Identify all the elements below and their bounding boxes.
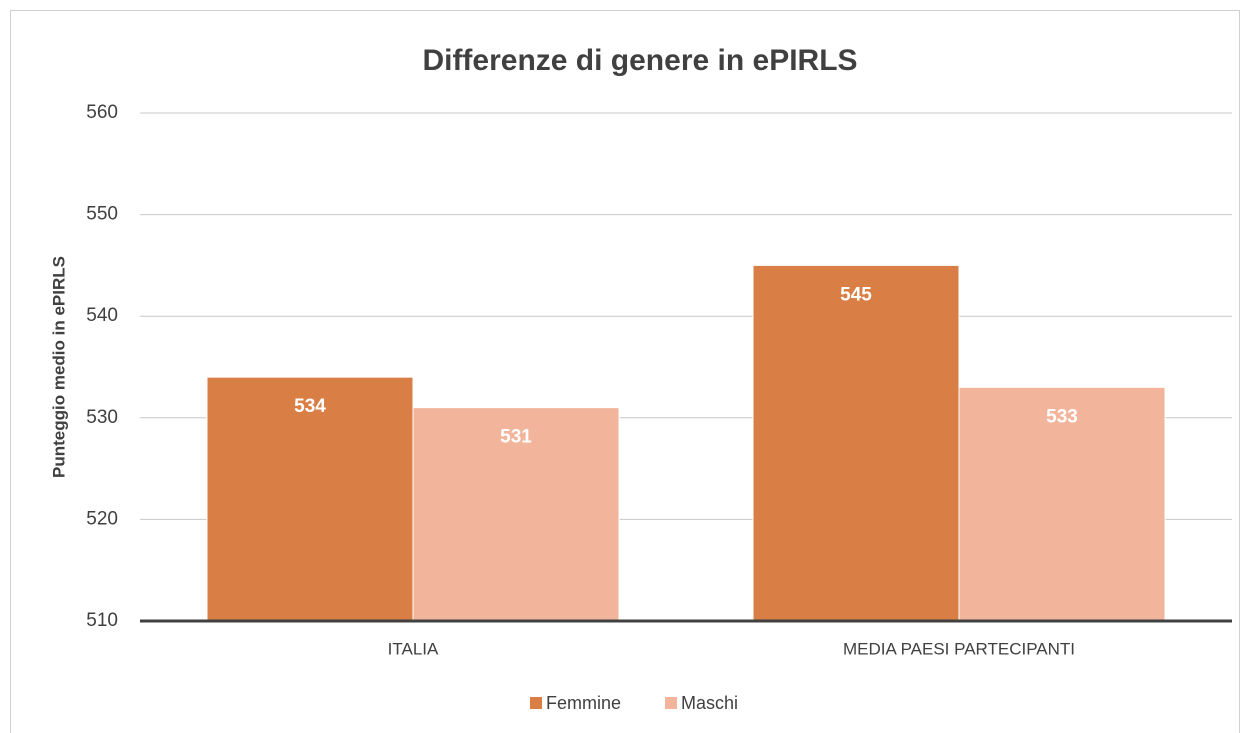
chart-title: Differenze di genere in ePIRLS — [422, 44, 857, 77]
data-label: 545 — [840, 284, 872, 305]
bar — [752, 264, 960, 622]
y-tick-label: 520 — [86, 508, 118, 529]
y-tick-label: 560 — [86, 102, 118, 123]
bar — [412, 407, 620, 622]
y-tick-label: 530 — [86, 407, 118, 428]
bar — [206, 376, 414, 622]
legend-swatch — [665, 697, 677, 709]
bar — [958, 386, 1166, 622]
data-label: 531 — [500, 427, 532, 448]
data-label: 534 — [294, 396, 326, 417]
y-tick-label: 550 — [86, 204, 118, 225]
y-tick-label: 540 — [86, 305, 118, 326]
chart-border — [10, 10, 1240, 733]
y-axis-label: Punteggio medio in ePIRLS — [49, 256, 68, 478]
y-tick-label: 510 — [86, 610, 118, 631]
x-tick-label: MEDIA PAESI PARTECIPANTI — [843, 639, 1075, 658]
legend-label: Femmine — [546, 693, 621, 713]
data-label: 533 — [1046, 406, 1078, 427]
legend-label: Maschi — [681, 693, 738, 713]
legend-swatch — [530, 697, 542, 709]
x-tick-label: ITALIA — [388, 639, 439, 658]
